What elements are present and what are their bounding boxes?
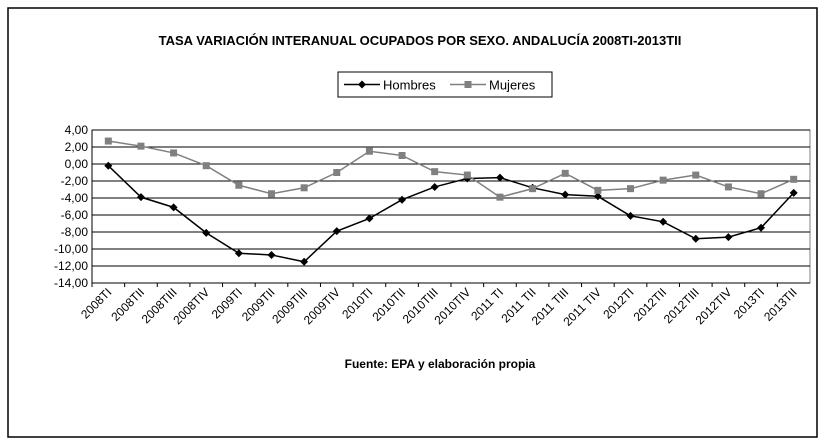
point	[136, 193, 145, 202]
point	[561, 190, 570, 199]
point	[789, 188, 798, 197]
plot-area	[91, 129, 811, 284]
y-tick-label: 4,00	[65, 123, 89, 137]
point	[300, 184, 308, 192]
legend-label: Mujeres	[489, 78, 536, 93]
point	[169, 203, 178, 212]
point	[431, 168, 439, 176]
point	[234, 249, 243, 258]
point	[235, 181, 243, 189]
legend-marker	[464, 81, 472, 88]
chart-title: TASA VARIACIÓN INTERANUAL OCUPADOS POR S…	[159, 33, 682, 48]
point	[594, 186, 602, 194]
y-tick-label: -6,00	[61, 208, 89, 222]
series-line	[108, 140, 794, 198]
point	[365, 214, 374, 223]
y-tick-label: -2,00	[61, 174, 89, 188]
point	[496, 193, 504, 201]
point	[757, 223, 766, 232]
point	[332, 227, 341, 236]
point	[104, 137, 112, 145]
point	[593, 192, 602, 201]
point	[691, 234, 700, 243]
legend-label: Hombres	[383, 78, 436, 93]
point	[626, 211, 635, 220]
point	[561, 169, 569, 177]
point	[300, 257, 309, 266]
point	[365, 147, 373, 155]
y-tick-label: -8,00	[61, 225, 89, 239]
y-tick-label: 0,00	[65, 157, 89, 171]
point	[529, 185, 537, 193]
point	[398, 195, 407, 204]
series-line	[107, 165, 795, 263]
point	[724, 183, 732, 191]
point	[202, 162, 210, 170]
y-tick-label: -14,00	[54, 276, 88, 290]
y-tick-label: 2,00	[65, 140, 89, 154]
point	[333, 169, 341, 176]
point	[267, 250, 276, 259]
point	[659, 217, 668, 226]
point	[627, 185, 634, 193]
point	[692, 171, 700, 179]
y-tick-label: -10,00	[54, 242, 88, 256]
point	[430, 182, 439, 191]
source-note: Fuente: EPA y elaboración propia	[345, 357, 536, 371]
point	[790, 175, 798, 183]
legend-marker	[358, 80, 366, 89]
point	[495, 173, 504, 182]
y-tick-label: -12,00	[54, 259, 88, 273]
point	[659, 176, 667, 184]
point	[757, 190, 765, 198]
point	[268, 190, 275, 198]
point	[104, 161, 113, 170]
point	[137, 142, 145, 150]
point	[202, 228, 211, 237]
y-tick-label: -4,00	[61, 191, 89, 205]
point	[398, 152, 406, 159]
point	[724, 233, 733, 242]
point	[463, 171, 471, 179]
point	[170, 149, 178, 157]
